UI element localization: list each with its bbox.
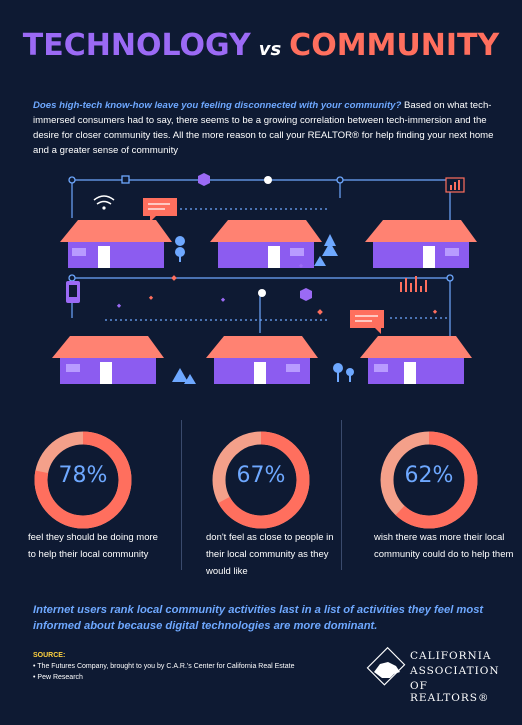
bear-emblem-icon: [366, 646, 406, 686]
title-technology: TECHNOLOGY: [22, 28, 251, 63]
stat-description: feel they should be doing more to help t…: [28, 532, 158, 560]
house: [52, 336, 164, 384]
stat-value: 78%: [58, 463, 108, 488]
title-community: COMMUNITY: [289, 28, 500, 63]
bar-chart-icon: [445, 177, 465, 193]
divider: [341, 420, 342, 570]
bar-chart-icon: [400, 276, 427, 292]
house: [60, 220, 172, 268]
logo-line: OF REALTORS®: [410, 680, 490, 704]
stat-value: 62%: [404, 463, 454, 488]
page-title: TECHNOLOGY vs COMMUNITY: [0, 28, 522, 63]
intro-paragraph: Does high-tech know-how leave you feelin…: [33, 98, 495, 158]
house: [365, 220, 477, 268]
source-list: • The Futures Company, brought to you by…: [33, 661, 294, 683]
source-item: • The Futures Company, brought to you by…: [33, 663, 295, 670]
intro-body: Based on what tech-immersed consumers ha…: [33, 100, 494, 156]
house: [206, 336, 318, 384]
intro-lead: Does high-tech know-how leave you feelin…: [33, 100, 402, 111]
stat-value: 67%: [236, 463, 286, 488]
neighborhood-illustration: [52, 173, 477, 384]
logo-line: CALIFORNIA: [410, 650, 492, 662]
logo-line: ASSOCIATION: [410, 665, 500, 677]
wifi-icon: [93, 195, 115, 205]
house: [360, 336, 472, 384]
phone-icon: [66, 281, 80, 303]
chat-bubble-icon: [350, 310, 384, 334]
title-vs: vs: [258, 39, 282, 60]
summary-text: Internet users rank local community acti…: [33, 604, 484, 632]
chat-bubble-icon: [143, 198, 177, 222]
progress-ring: [34, 431, 132, 529]
progress-ring: [212, 431, 310, 529]
stat-description: wish there was more their local communit…: [374, 532, 514, 560]
progress-ring: [380, 431, 478, 529]
stat-description: don't feel as close to people in their l…: [206, 532, 334, 577]
car-logo: CALIFORNIA ASSOCIATION OF REALTORS®: [366, 644, 506, 704]
divider: [181, 420, 182, 570]
house: [210, 220, 322, 268]
source-heading: SOURCE:: [33, 652, 66, 659]
source-item: • Pew Research: [33, 674, 83, 681]
